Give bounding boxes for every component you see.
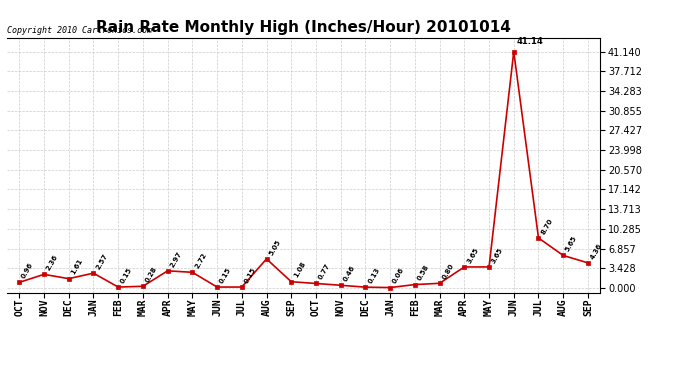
- Text: 0.13: 0.13: [367, 266, 381, 284]
- Text: 0.80: 0.80: [441, 262, 455, 280]
- Title: Rain Rate Monthly High (Inches/Hour) 20101014: Rain Rate Monthly High (Inches/Hour) 201…: [96, 20, 511, 35]
- Text: 0.15: 0.15: [119, 266, 133, 284]
- Text: 3.65: 3.65: [466, 246, 480, 264]
- Text: 3.65: 3.65: [491, 246, 504, 264]
- Text: Copyright 2010 Cartronics.com: Copyright 2010 Cartronics.com: [7, 26, 152, 35]
- Text: 41.14: 41.14: [517, 37, 543, 46]
- Text: 0.28: 0.28: [144, 266, 158, 284]
- Text: 2.36: 2.36: [46, 254, 59, 272]
- Text: 2.97: 2.97: [169, 250, 183, 268]
- Text: 1.08: 1.08: [293, 261, 306, 279]
- Text: 0.96: 0.96: [21, 262, 34, 280]
- Text: 0.46: 0.46: [342, 264, 356, 282]
- Text: 0.58: 0.58: [416, 264, 430, 282]
- Text: 5.65: 5.65: [564, 235, 578, 253]
- Text: 2.72: 2.72: [194, 252, 208, 270]
- Text: 5.05: 5.05: [268, 238, 282, 256]
- Text: 0.15: 0.15: [219, 266, 233, 284]
- Text: 2.57: 2.57: [95, 252, 108, 270]
- Text: 4.36: 4.36: [589, 242, 603, 260]
- Text: 1.61: 1.61: [70, 258, 84, 276]
- Text: 0.15: 0.15: [243, 266, 257, 284]
- Text: 0.06: 0.06: [391, 267, 405, 285]
- Text: 0.77: 0.77: [317, 262, 331, 281]
- Text: 8.70: 8.70: [540, 217, 554, 235]
